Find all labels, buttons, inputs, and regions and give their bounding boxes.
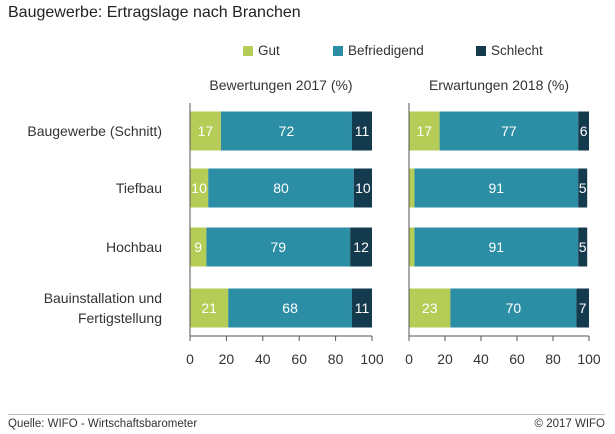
source-note: Quelle: WIFO - Wirtschaftsbarometer <box>8 418 198 430</box>
bar-bewertungen-schlecht-bauinstallation-und-fertigstellung <box>351 288 372 328</box>
x-tick-label-erwartungen-60: 60 <box>509 351 525 367</box>
data-label-erwartungen-gut-baugewerbe-schnitt: 17 <box>417 123 433 139</box>
legend-label-gut: Gut <box>258 43 280 58</box>
legend-swatch-befriedigend <box>333 46 343 56</box>
data-label-erwartungen-schlecht-bauinstallation-und-fertigstellung: 7 <box>579 300 587 316</box>
bar-erwartungen-gut-tiefbau <box>409 168 415 208</box>
bar-erwartungen-schlecht-bauinstallation-und-fertigstellung <box>576 288 589 328</box>
footer-divider <box>8 414 605 415</box>
bar-bewertungen-gut-hochbau <box>190 227 207 267</box>
bar-erwartungen-gut-hochbau <box>409 227 415 267</box>
bar-erwartungen-schlecht-tiefbau <box>578 168 588 208</box>
legend-label-befriedigend: Befriedigend <box>348 43 424 58</box>
bar-bewertungen-schlecht-hochbau <box>350 227 372 267</box>
data-label-bewertungen-befriedigend-baugewerbe-schnitt: 72 <box>279 123 295 139</box>
data-label-bewertungen-befriedigend-hochbau: 79 <box>270 239 286 255</box>
data-label-erwartungen-gut-bauinstallation-und-fertigstellung: 23 <box>422 300 438 316</box>
copyright-note: © 2017 WIFO <box>534 418 605 430</box>
bar-bewertungen-befriedigend-tiefbau <box>208 168 354 208</box>
x-tick-label-erwartungen-20: 20 <box>437 351 453 367</box>
bar-bewertungen-gut-bauinstallation-und-fertigstellung <box>190 288 229 328</box>
category-label-bauinstallation-und-fertigstellung: Bauinstallation und Fertigstellung <box>44 290 162 326</box>
bar-bewertungen-gut-baugewerbe-schnitt <box>190 111 221 151</box>
x-tick-label-erwartungen-80: 80 <box>545 351 561 367</box>
data-label-bewertungen-schlecht-baugewerbe-schnitt: 11 <box>355 123 370 139</box>
data-label-bewertungen-schlecht-tiefbau: 10 <box>355 180 371 196</box>
data-label-bewertungen-gut-tiefbau: 10 <box>191 180 207 196</box>
data-label-bewertungen-befriedigend-tiefbau: 80 <box>273 180 289 196</box>
bar-bewertungen-befriedigend-bauinstallation-und-fertigstellung <box>228 288 352 328</box>
bar-bewertungen-befriedigend-baugewerbe-schnitt <box>220 111 352 151</box>
bar-bewertungen-schlecht-baugewerbe-schnitt <box>351 111 372 151</box>
legend-item-befriedigend: Befriedigend <box>333 43 424 58</box>
data-label-erwartungen-befriedigend-tiefbau: 91 <box>489 180 505 196</box>
legend-swatch-gut <box>243 46 253 56</box>
data-label-bewertungen-befriedigend-bauinstallation-und-fertigstellung: 68 <box>282 300 298 316</box>
data-label-erwartungen-befriedigend-hochbau: 91 <box>489 239 505 255</box>
category-label-baugewerbe-schnitt: Baugewerbe (Schnitt) <box>27 123 162 139</box>
data-label-bewertungen-gut-baugewerbe-schnitt: 17 <box>198 123 214 139</box>
data-label-bewertungen-schlecht-bauinstallation-und-fertigstellung: 11 <box>355 300 370 316</box>
legend-item-gut: Gut <box>243 43 280 58</box>
data-label-bewertungen-gut-hochbau: 9 <box>194 239 202 255</box>
bar-erwartungen-befriedigend-bauinstallation-und-fertigstellung <box>450 288 577 328</box>
category-label-tiefbau: Tiefbau <box>116 180 162 196</box>
x-tick-label-erwartungen-100: 100 <box>577 351 601 367</box>
panel-title-bewertungen: Bewertungen 2017 (%) <box>209 77 352 93</box>
bar-erwartungen-befriedigend-baugewerbe-schnitt <box>439 111 579 151</box>
x-tick-label-bewertungen-40: 40 <box>255 351 271 367</box>
bar-erwartungen-schlecht-hochbau <box>578 227 588 267</box>
x-tick-label-erwartungen-0: 0 <box>405 351 413 367</box>
panel-title-erwartungen: Erwartungen 2018 (%) <box>429 77 569 93</box>
data-label-bewertungen-gut-bauinstallation-und-fertigstellung: 21 <box>201 300 217 316</box>
data-label-erwartungen-schlecht-tiefbau: 5 <box>579 180 587 196</box>
data-label-erwartungen-schlecht-hochbau: 5 <box>579 239 587 255</box>
legend-label-schlecht: Schlecht <box>491 43 543 58</box>
bar-bewertungen-gut-tiefbau <box>190 168 209 208</box>
chart-title: Baugewerbe: Ertragslage nach Branchen <box>8 4 301 21</box>
bar-bewertungen-befriedigend-hochbau <box>206 227 351 267</box>
x-tick-label-bewertungen-100: 100 <box>360 351 384 367</box>
bar-erwartungen-gut-baugewerbe-schnitt <box>409 111 440 151</box>
legend: Gut Befriedigend Schlecht <box>0 0 615 60</box>
x-tick-label-erwartungen-40: 40 <box>473 351 489 367</box>
bar-erwartungen-befriedigend-tiefbau <box>414 168 579 208</box>
category-label-hochbau: Hochbau <box>106 239 162 255</box>
bar-erwartungen-schlecht-baugewerbe-schnitt <box>578 111 589 151</box>
x-tick-label-bewertungen-80: 80 <box>328 351 344 367</box>
bar-erwartungen-gut-bauinstallation-und-fertigstellung <box>409 288 451 328</box>
data-label-erwartungen-befriedigend-baugewerbe-schnitt: 77 <box>501 123 517 139</box>
legend-item-schlecht: Schlecht <box>476 43 543 58</box>
x-tick-label-bewertungen-60: 60 <box>291 351 307 367</box>
data-label-bewertungen-schlecht-hochbau: 12 <box>353 239 369 255</box>
x-tick-label-bewertungen-20: 20 <box>219 351 235 367</box>
legend-swatch-schlecht <box>476 46 486 56</box>
bar-erwartungen-befriedigend-hochbau <box>414 227 579 267</box>
data-label-erwartungen-befriedigend-bauinstallation-und-fertigstellung: 70 <box>506 300 522 316</box>
bar-bewertungen-schlecht-tiefbau <box>353 168 372 208</box>
data-label-erwartungen-schlecht-baugewerbe-schnitt: 6 <box>580 123 588 139</box>
x-tick-label-bewertungen-0: 0 <box>186 351 194 367</box>
